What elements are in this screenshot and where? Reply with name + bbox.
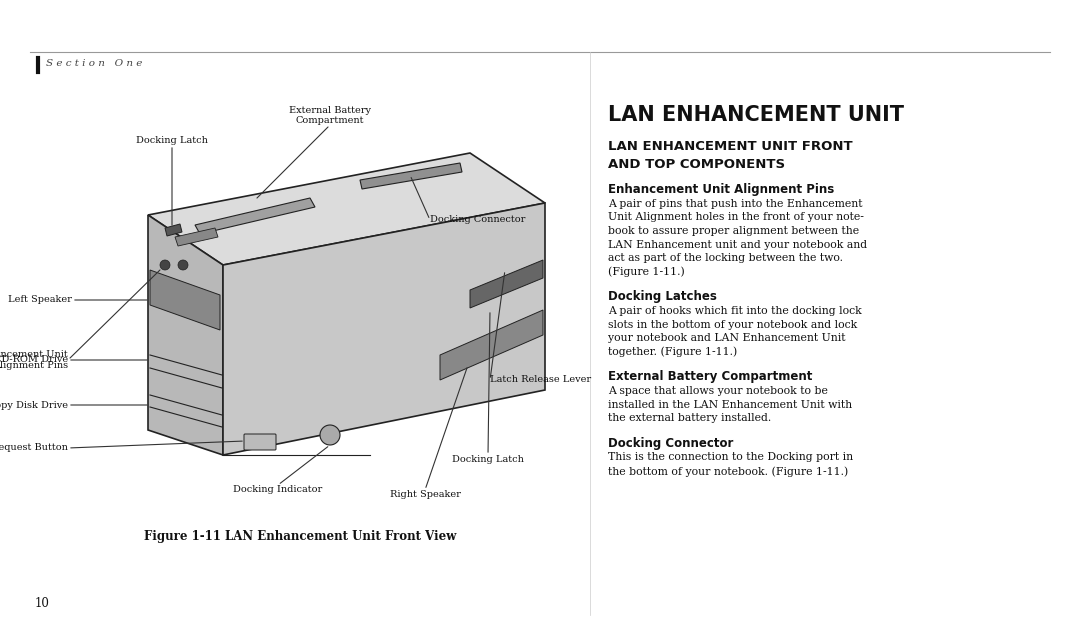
Text: External Battery
Compartment: External Battery Compartment [289, 106, 372, 125]
Polygon shape [150, 270, 220, 330]
Text: Left Speaker: Left Speaker [9, 295, 72, 304]
Text: S e c t i o n   O n e: S e c t i o n O n e [46, 59, 143, 67]
Polygon shape [175, 228, 218, 246]
Text: together. (Figure 1-11.): together. (Figure 1-11.) [608, 346, 738, 357]
Text: Enhancement Unit
Alignment Pins: Enhancement Unit Alignment Pins [0, 350, 68, 370]
Text: the external battery installed.: the external battery installed. [608, 413, 771, 423]
Text: Docking Latch: Docking Latch [453, 455, 524, 464]
Text: (Figure 1-11.): (Figure 1-11.) [608, 266, 685, 277]
Text: the bottom of your notebook. (Figure 1-11.): the bottom of your notebook. (Figure 1-1… [608, 466, 848, 476]
Text: LAN ENHANCEMENT UNIT FRONT: LAN ENHANCEMENT UNIT FRONT [608, 140, 852, 153]
Polygon shape [148, 215, 222, 455]
Text: slots in the bottom of your notebook and lock: slots in the bottom of your notebook and… [608, 319, 858, 329]
Text: LAN Enhancement unit and your notebook and: LAN Enhancement unit and your notebook a… [608, 239, 867, 249]
Text: Docking Connector: Docking Connector [608, 437, 733, 449]
Text: your notebook and LAN Enhancement Unit: your notebook and LAN Enhancement Unit [608, 333, 846, 343]
Text: A pair of pins that push into the Enhancement: A pair of pins that push into the Enhanc… [608, 199, 863, 209]
Text: This is the connection to the Docking port in: This is the connection to the Docking po… [608, 452, 853, 462]
Text: External Battery Compartment: External Battery Compartment [608, 370, 812, 383]
Polygon shape [165, 224, 183, 236]
Text: CD-ROM Drive: CD-ROM Drive [0, 355, 68, 365]
Text: Undock Request Button: Undock Request Button [0, 444, 68, 452]
Text: Docking Connector: Docking Connector [430, 215, 525, 224]
Text: Right Speaker: Right Speaker [390, 490, 460, 499]
Text: Floppy Disk Drive: Floppy Disk Drive [0, 401, 68, 410]
Text: LAN ENHANCEMENT UNIT: LAN ENHANCEMENT UNIT [608, 105, 904, 125]
Text: Figure 1-11 LAN Enhancement Unit Front View: Figure 1-11 LAN Enhancement Unit Front V… [144, 530, 456, 543]
Text: Docking Indicator: Docking Indicator [233, 485, 323, 494]
Polygon shape [195, 198, 315, 234]
Text: AND TOP COMPONENTS: AND TOP COMPONENTS [608, 158, 785, 171]
Text: Docking Latch: Docking Latch [136, 136, 208, 145]
Text: installed in the LAN Enhancement Unit with: installed in the LAN Enhancement Unit wi… [608, 399, 852, 410]
FancyBboxPatch shape [244, 434, 276, 450]
Polygon shape [470, 260, 543, 308]
Polygon shape [360, 163, 462, 189]
Text: Enhancement Unit Alignment Pins: Enhancement Unit Alignment Pins [608, 183, 834, 196]
Polygon shape [440, 310, 543, 380]
Circle shape [160, 260, 170, 270]
Circle shape [320, 425, 340, 445]
Circle shape [178, 260, 188, 270]
Text: Unit Alignment holes in the front of your note-: Unit Alignment holes in the front of you… [608, 212, 864, 222]
Text: Latch Release Lever: Latch Release Lever [490, 375, 591, 384]
Text: A space that allows your notebook to be: A space that allows your notebook to be [608, 386, 828, 396]
Text: book to assure proper alignment between the: book to assure proper alignment between … [608, 226, 859, 236]
Polygon shape [148, 153, 545, 265]
Polygon shape [222, 203, 545, 455]
Text: act as part of the locking between the two.: act as part of the locking between the t… [608, 253, 843, 263]
Text: 10: 10 [35, 597, 50, 610]
Text: A pair of hooks which fit into the docking lock: A pair of hooks which fit into the docki… [608, 306, 862, 316]
Text: Docking Latches: Docking Latches [608, 290, 717, 303]
